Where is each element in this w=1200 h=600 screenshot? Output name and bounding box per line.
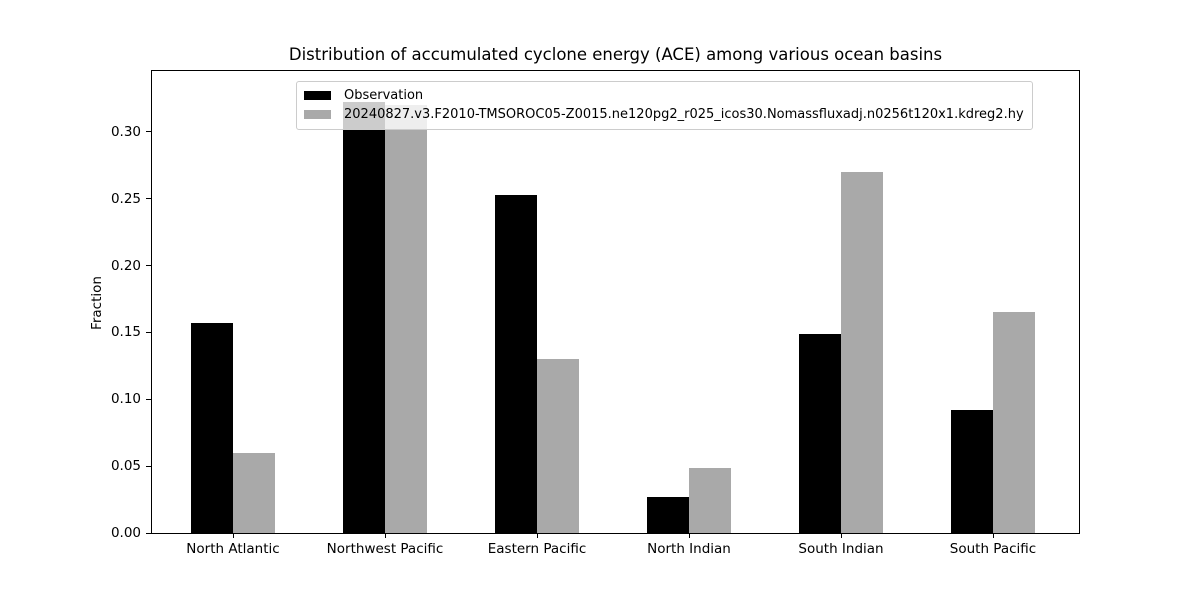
bar-model-0 xyxy=(233,452,275,533)
x-axis: North Atlantic Northwest Pacific Eastern P… xyxy=(152,534,1079,568)
legend-label-model: 20240827.v3.F2010-TMSOROC05-Z0015.ne120p… xyxy=(344,107,1024,122)
x-tick-label: South Indian xyxy=(798,541,884,557)
legend-item-observation: Observation xyxy=(304,86,1024,105)
x-tick-label: Northwest Pacific xyxy=(326,541,444,557)
y-tick-label: 0.00 xyxy=(110,525,141,541)
y-tick-label: 0.15 xyxy=(110,324,141,341)
x-tick-label: North Indian xyxy=(647,541,731,557)
x-tick-label: North Atlantic xyxy=(186,541,280,557)
bar-observation-2 xyxy=(495,194,537,533)
bar-observation-5 xyxy=(951,409,993,533)
y-tick-mark xyxy=(146,131,151,133)
legend-label-observation: Observation xyxy=(344,88,424,103)
y-tick-mark xyxy=(146,265,151,266)
bar-observation-0 xyxy=(191,323,233,533)
x-tick-mark xyxy=(841,534,842,538)
y-tick-mark xyxy=(146,532,151,534)
x-tick-mark xyxy=(689,534,690,538)
y-tick-label: 0.05 xyxy=(110,458,141,475)
y-tick-label: 0.25 xyxy=(110,190,141,207)
bar-model-2 xyxy=(537,359,579,533)
y-tick-label: 0.10 xyxy=(110,391,141,408)
bar-model-4 xyxy=(841,171,883,533)
legend-item-model: 20240827.v3.F2010-TMSOROC05-Z0015.ne120p… xyxy=(304,105,1024,124)
bar-model-1 xyxy=(385,105,427,533)
bar-model-3 xyxy=(689,467,731,533)
x-tick-mark xyxy=(993,534,994,538)
legend: Observation 20240827.v3.F2010-TMSOROC05-… xyxy=(296,81,1033,130)
bar-observation-1 xyxy=(343,102,385,533)
bar-model-5 xyxy=(993,312,1035,533)
legend-swatch-model xyxy=(304,110,331,119)
bar-observation-3 xyxy=(647,496,689,533)
y-tick-label: 0.30 xyxy=(110,123,141,140)
plot-area: Observation 20240827.v3.F2010-TMSOROC05-… xyxy=(151,70,1080,534)
x-tick-mark xyxy=(385,534,386,538)
x-tick-label: South Pacific xyxy=(949,541,1037,557)
y-axis-ticks: 0.00 0.05 0.10 0.15 0.20 0.25 0.30 xyxy=(0,70,151,541)
x-tick-mark xyxy=(537,534,538,538)
y-tick-mark xyxy=(146,465,151,467)
y-tick-mark xyxy=(146,198,151,200)
x-tick-label: Eastern Pacific xyxy=(487,541,587,557)
legend-swatch-observation xyxy=(304,91,331,100)
y-tick-mark xyxy=(146,398,151,400)
x-tick-mark xyxy=(233,534,234,538)
y-tick-mark xyxy=(146,331,151,333)
bar-observation-4 xyxy=(799,333,841,533)
chart-title: Distribution of accumulated cyclone ener… xyxy=(288,45,943,64)
y-tick-label: 0.20 xyxy=(110,257,141,274)
